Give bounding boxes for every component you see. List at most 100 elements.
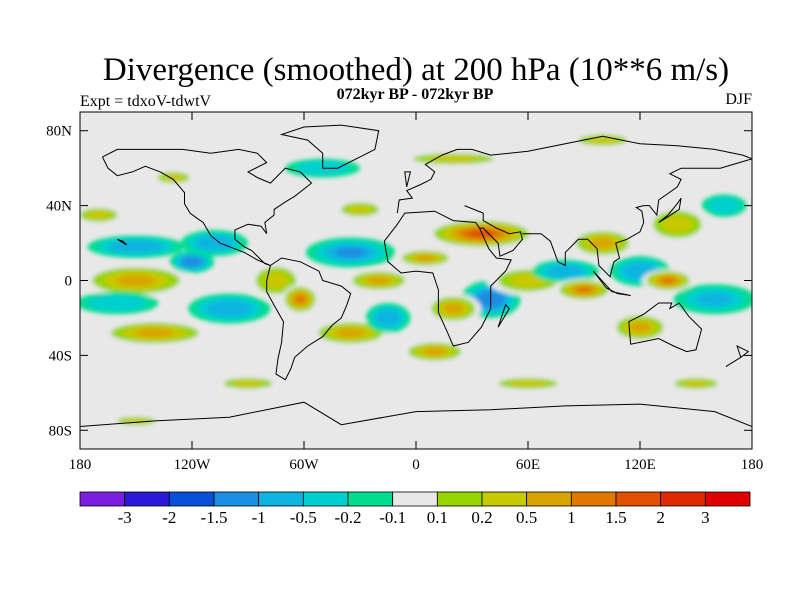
x-tick-label-4: 60E: [516, 457, 540, 473]
colorbar-label-10: 1: [567, 508, 576, 527]
field-blob-12: [366, 276, 391, 285]
field-blob-21: [553, 267, 578, 276]
field-blob-25: [660, 277, 676, 284]
colorbar-label-4: -0.5: [290, 508, 317, 527]
field-blob-7: [215, 303, 244, 314]
coastline-11: [658, 197, 682, 223]
x-tick-label-6: 180: [741, 457, 764, 473]
colorbar-label-1: -2: [162, 508, 176, 527]
field-blob-23: [590, 237, 615, 249]
field-blob-4: [99, 297, 136, 308]
field-blob-8: [263, 272, 289, 289]
coastline-13: [725, 345, 750, 368]
field-blob-11: [336, 328, 365, 338]
colorbar-label-2: -1.5: [201, 508, 228, 527]
experiment-label: Expt = tdxoV-tdwtV: [80, 93, 212, 110]
coastline-14: [117, 238, 128, 246]
coastlines: [80, 124, 752, 427]
axis-ticks: 180 120W 60W 0 60E 120E 180 80N 40N 0 40S 80S: [46, 112, 763, 473]
colorbar-label-12: 2: [656, 508, 665, 527]
field-blob-0: [116, 274, 156, 287]
colorbar-label-3: -1: [252, 508, 266, 527]
colorbar-label-7: 0.1: [427, 508, 448, 527]
x-tick-label-3: 0: [412, 457, 420, 473]
divergence-field: [80, 132, 752, 427]
colorbar-box-10: [526, 491, 572, 507]
chart-title: Divergence (smoothed) at 200 hPa (10**6 …: [102, 52, 730, 88]
field-blob-14: [348, 205, 372, 214]
coastline-7: [592, 270, 631, 296]
field-blob-19: [422, 347, 447, 356]
colorbar-label-5: -0.2: [335, 508, 362, 527]
colorbar-box-5: [302, 491, 349, 507]
field-blob-36: [682, 380, 710, 387]
colorbar-label-8: 0.2: [471, 508, 492, 527]
x-tick-label-2: 60W: [289, 457, 319, 473]
coastline-8: [80, 401, 752, 427]
field-blob-27: [696, 292, 733, 306]
field-blob-2: [119, 242, 153, 251]
field-blob-26: [662, 216, 693, 233]
field-blob-6: [202, 238, 227, 248]
colorbar-box-0: [79, 491, 126, 507]
colorbar-box-4: [258, 491, 304, 507]
coastline-9: [279, 124, 380, 169]
colorbar-label-0: -3: [118, 508, 132, 527]
field-blob-29: [714, 200, 734, 211]
field-blob-9: [294, 294, 306, 304]
coastline-1: [266, 257, 352, 381]
field-blob-3: [87, 210, 111, 220]
field-blob-13: [380, 312, 396, 324]
field-blob-18: [443, 303, 464, 314]
coastline-6: [628, 302, 703, 353]
field-blob-28: [629, 322, 651, 333]
field-blob-16: [467, 230, 495, 238]
field-blob-22: [575, 286, 593, 294]
field-blob-35: [509, 380, 547, 387]
field-blob-15: [414, 254, 436, 262]
colorbar-box-7: [392, 491, 438, 507]
coastline-12: [497, 303, 510, 328]
field-blob-34: [233, 380, 263, 387]
field-blob-30: [163, 174, 184, 181]
colorbar-box-14: [704, 491, 751, 507]
colorbar-label-11: 1.5: [605, 508, 626, 527]
colorbar-label-9: 0.5: [516, 508, 537, 527]
field-blob-1: [135, 328, 175, 338]
coastline-10: [404, 171, 412, 188]
colorbar-box-13: [660, 491, 706, 507]
colorbar-box-3: [213, 491, 260, 507]
y-tick-label-2: 0: [65, 274, 73, 290]
field-blob-10: [335, 247, 367, 258]
coastline-2: [383, 210, 512, 347]
colorbar-box-11: [570, 491, 617, 507]
y-tick-label-3: 40S: [49, 348, 72, 364]
field-contours: [80, 132, 752, 427]
coastline-0: [101, 148, 313, 266]
colorbar-box-1: [124, 491, 170, 507]
colorbar-box-12: [615, 491, 662, 507]
colorbar-label-13: 3: [701, 508, 710, 527]
colorbar-box-2: [168, 491, 215, 507]
colorbar-box-8: [436, 491, 483, 507]
field-blob-24: [629, 265, 651, 277]
x-tick-label-0: 180: [69, 457, 92, 473]
field-blob-5: [185, 258, 199, 265]
season-label: DJF: [725, 91, 752, 108]
y-tick-label-0: 80N: [46, 124, 72, 140]
coastline-4: [464, 205, 523, 257]
x-tick-label-1: 120W: [174, 457, 212, 473]
colorbar: -3 -2 -1.5 -1 -0.5 -0.2 -0.1 0.1 0.2 0.5 1 1.5 2 3: [79, 491, 751, 527]
field-blob-32: [428, 155, 479, 163]
colorbar-box-9: [481, 491, 528, 507]
coastline-5: [522, 158, 752, 278]
chart-subtitle: 072kyr BP - 072kyr BP: [336, 86, 494, 103]
colorbar-box-6: [347, 491, 394, 507]
y-tick-label-1: 40N: [46, 199, 72, 215]
coastline-3: [396, 135, 752, 214]
y-tick-label-4: 80S: [49, 423, 72, 439]
colorbar-label-6: -0.1: [379, 508, 406, 527]
field-blob-33: [587, 136, 618, 144]
x-tick-label-5: 120E: [624, 457, 656, 473]
